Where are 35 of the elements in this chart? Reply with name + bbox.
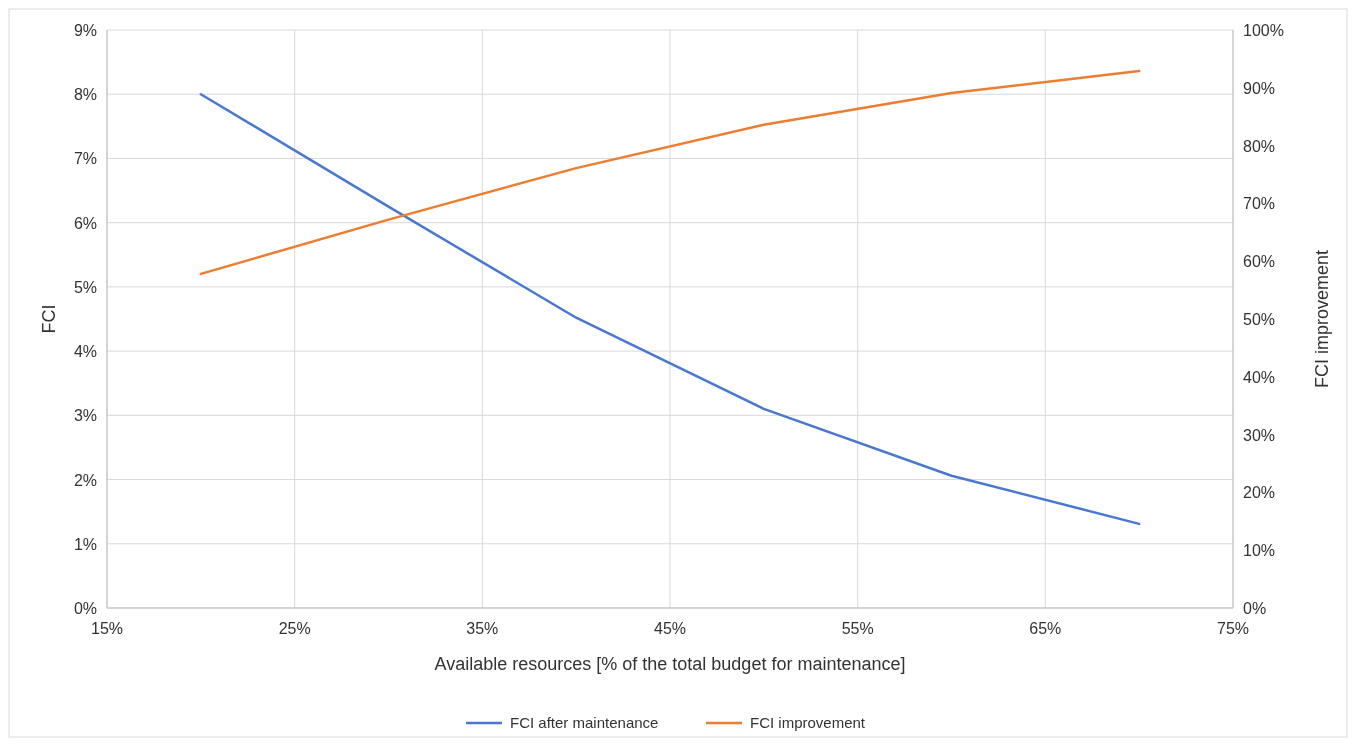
legend-label: FCI after maintenance bbox=[510, 714, 659, 731]
y2-tick-label: 80% bbox=[1243, 137, 1276, 155]
x-tick-label: 55% bbox=[841, 620, 874, 637]
y2-tick-label: 40% bbox=[1243, 368, 1276, 386]
y-tick-label: 8% bbox=[73, 86, 97, 104]
y2-tick-label: 10% bbox=[1243, 542, 1276, 560]
y2-tick-label: 50% bbox=[1243, 311, 1276, 328]
y-axis-title: FCI bbox=[39, 304, 59, 334]
x-tick-label: 25% bbox=[278, 620, 311, 637]
y-tick-label: 6% bbox=[73, 214, 97, 232]
y-tick-label: 3% bbox=[73, 407, 97, 425]
x-tick-label: 65% bbox=[1029, 620, 1062, 637]
x-axis-title: Available resources [% of the total budget for maintenance] bbox=[434, 654, 906, 674]
y2-tick-label: 70% bbox=[1243, 195, 1276, 213]
y2-tick-label: 60% bbox=[1243, 253, 1276, 271]
y2-tick-label: 0% bbox=[1243, 600, 1267, 617]
y2-axis-title: FCI improvement bbox=[1312, 249, 1332, 389]
y2-tick-label: 20% bbox=[1243, 484, 1276, 502]
x-tick-label: 15% bbox=[90, 620, 124, 637]
y-tick-label: 5% bbox=[73, 278, 97, 296]
y-tick-label: 1% bbox=[73, 535, 97, 553]
y-tick-label: 0% bbox=[73, 600, 97, 617]
legend-label: FCI improvement bbox=[750, 714, 866, 731]
y-tick-label: 9% bbox=[73, 22, 97, 39]
y2-tick-label: 100% bbox=[1243, 22, 1284, 39]
line-series bbox=[199, 92, 1141, 526]
x-tick-label: 75% bbox=[1216, 620, 1250, 637]
y2-tick-label: 90% bbox=[1243, 79, 1276, 97]
y-tick-label: 7% bbox=[73, 150, 97, 168]
y-tick-label: 2% bbox=[73, 471, 97, 489]
x-tick-label: 45% bbox=[653, 620, 687, 637]
x-tick-label: 35% bbox=[466, 620, 499, 637]
y-tick-label: 4% bbox=[73, 343, 97, 361]
line-series bbox=[199, 69, 1141, 276]
y2-tick-label: 30% bbox=[1243, 426, 1276, 444]
